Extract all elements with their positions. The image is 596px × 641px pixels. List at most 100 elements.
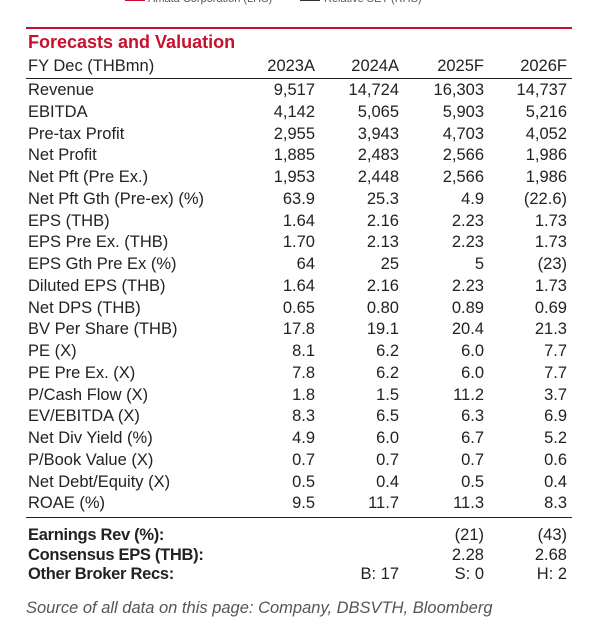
cell: B: 17 xyxy=(360,565,399,583)
cell: 1.64 xyxy=(282,211,315,230)
cell: 6.3 xyxy=(461,407,484,426)
cell: 2.28 xyxy=(451,545,484,564)
top-rule xyxy=(26,27,572,29)
row-label: Consensus EPS (THB): xyxy=(28,545,204,564)
row-label: Earnings Rev (%): xyxy=(28,526,165,544)
cell: 17.8 xyxy=(282,320,315,339)
section-title: Forecasts and Valuation xyxy=(28,32,236,52)
cell: 2.23 xyxy=(451,211,484,230)
cell: 2,955 xyxy=(273,124,315,143)
row-label: P/Cash Flow (X) xyxy=(28,385,149,404)
cell: (21) xyxy=(454,526,484,544)
cell: 1.70 xyxy=(282,233,315,252)
cell: 11.2 xyxy=(453,385,484,404)
cell: 2.13 xyxy=(366,233,399,252)
cell: 8.1 xyxy=(292,342,315,360)
cell: 0.65 xyxy=(282,298,315,317)
cell: 4,142 xyxy=(273,102,315,121)
cell: 6.7 xyxy=(461,429,484,447)
cell: 2,448 xyxy=(357,168,399,186)
row-label: Other Broker Recs: xyxy=(28,565,174,583)
cell: S: 0 xyxy=(454,565,484,583)
cell: 1,986 xyxy=(525,168,567,186)
cell: 1.5 xyxy=(376,385,399,404)
cell: 5 xyxy=(474,255,484,273)
legend-label: Relative SET (RHS) xyxy=(324,0,422,9)
row-label: Net Profit xyxy=(28,146,97,165)
column-header: 2023A xyxy=(267,57,315,75)
row-label: PE (X) xyxy=(28,342,77,360)
cell: 9.5 xyxy=(292,494,315,513)
row-header: FY Dec (THBmn) xyxy=(28,57,155,75)
cell: 3,943 xyxy=(357,124,399,143)
row-label: Net DPS (THB) xyxy=(28,298,141,317)
cell: 4,052 xyxy=(525,124,567,143)
cell: 7.7 xyxy=(544,342,567,360)
row-label: Diluted EPS (THB) xyxy=(28,276,166,295)
row-label: EPS (THB) xyxy=(28,211,110,230)
cell: (43) xyxy=(537,526,567,544)
cell: 1,953 xyxy=(273,168,315,186)
source-note: Source of all data on this page: Company… xyxy=(26,599,493,617)
row-label: Revenue xyxy=(28,81,95,99)
cell: 1.8 xyxy=(292,385,315,404)
cell: 8.3 xyxy=(292,407,315,426)
cell: 0.7 xyxy=(376,450,399,469)
row-label: Net Debt/Equity (X) xyxy=(28,472,171,491)
table-rule xyxy=(26,517,572,518)
cell: 5,903 xyxy=(442,102,484,121)
row-label: Net Pft Gth (Pre-ex) (%) xyxy=(28,189,205,208)
cell: 6.2 xyxy=(376,363,399,382)
cell: H: 2 xyxy=(536,565,567,583)
cell: 20.4 xyxy=(451,320,484,339)
cell: 2,566 xyxy=(442,168,484,186)
column-header: 2024A xyxy=(351,57,399,75)
cell: 6.2 xyxy=(376,342,399,360)
cell: 6.5 xyxy=(376,407,399,426)
cell: 25 xyxy=(380,255,399,273)
cell: 64 xyxy=(296,255,315,273)
cell: 16,303 xyxy=(433,81,484,99)
cell: 2.16 xyxy=(366,276,399,295)
cell: 4.9 xyxy=(292,429,315,447)
cell: 2.16 xyxy=(366,211,399,230)
cell: 21.3 xyxy=(534,320,567,339)
cell: 1.73 xyxy=(534,276,567,295)
cell: 1.64 xyxy=(282,276,315,295)
cell: 0.4 xyxy=(376,472,399,491)
cell: 7.7 xyxy=(544,363,567,382)
row-label: BV Per Share (THB) xyxy=(28,320,178,339)
row-label: ROAE (%) xyxy=(28,494,106,513)
cell: 11.7 xyxy=(368,494,399,513)
cell: 2,566 xyxy=(442,146,484,165)
cell: 1,986 xyxy=(525,146,567,165)
cell: 2.23 xyxy=(451,276,484,295)
legend-label: Amata Corporation (LHS) xyxy=(148,0,272,9)
cell: 0.5 xyxy=(292,472,315,491)
cell: 0.69 xyxy=(534,298,567,317)
cell: 4,703 xyxy=(442,124,484,143)
column-header: 2025F xyxy=(437,57,484,75)
row-label: Pre-tax Profit xyxy=(28,124,125,143)
legend-line xyxy=(125,0,145,1)
cell: 1.73 xyxy=(534,233,567,252)
cell: 6.0 xyxy=(376,429,399,447)
row-label: P/Book Value (X) xyxy=(28,450,154,469)
cell: 25.3 xyxy=(366,189,399,208)
cell: 0.7 xyxy=(292,450,315,469)
row-label: EBITDA xyxy=(28,102,88,121)
cell: 7.8 xyxy=(292,363,315,382)
cell: 9,517 xyxy=(273,81,315,99)
row-label: Net Div Yield (%) xyxy=(28,429,153,447)
cell: 11.3 xyxy=(453,494,484,513)
cell: 19.1 xyxy=(366,320,399,339)
cell: 14,724 xyxy=(348,81,399,99)
row-label: Net Pft (Pre Ex.) xyxy=(28,168,149,186)
cell: 0.7 xyxy=(461,450,484,469)
cell: (22.6) xyxy=(523,189,567,208)
cell: 0.89 xyxy=(451,298,484,317)
row-label: EPS Gth Pre Ex (%) xyxy=(28,255,177,273)
cell: 0.4 xyxy=(544,472,567,491)
cell: 4.9 xyxy=(461,189,484,208)
